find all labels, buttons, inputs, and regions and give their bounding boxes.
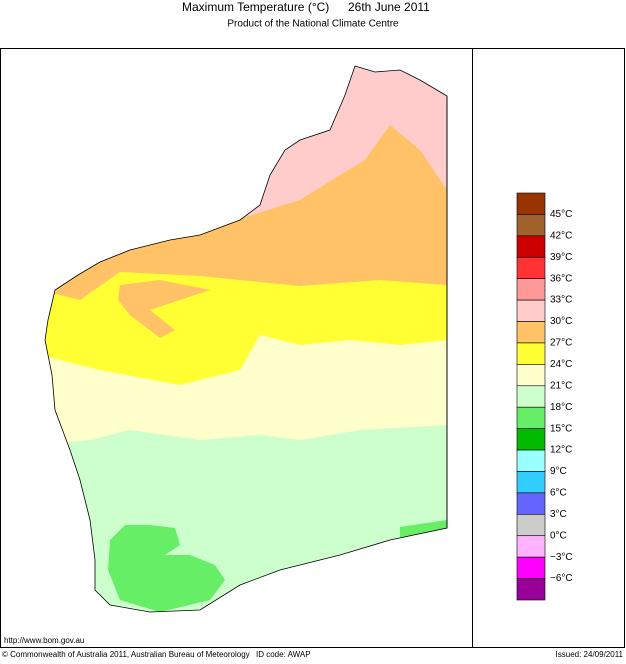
zone-15-18 [108,525,225,612]
legend-swatch [516,428,546,451]
legend-label: 12°C [550,445,572,456]
legend-label: 6°C [550,488,567,499]
legend-label: 42°C [550,230,572,241]
legend-swatch [516,299,546,322]
footer-issued: Issued: 24/09/2011 [556,650,624,659]
legend-label: 33°C [550,295,572,306]
legend-label: 18°C [550,402,572,413]
legend-label: 21°C [550,380,572,391]
zone-27-30-inlet [118,280,210,338]
footer-url: http://www.bom.gov.au [4,636,84,645]
legend: 45°C 42°C 39°C 36°C 33°C 30°C 27°C 24°C 21°C 18°C… [516,192,573,601]
date: 26th June 2011 [348,0,430,14]
legend-swatch [516,385,546,408]
legend-label: 24°C [550,359,572,370]
legend-swatch [516,256,546,279]
legend-swatch [516,278,546,301]
legend-swatch [516,406,546,429]
legend-swatch [516,364,546,387]
temperature-map [45,66,447,612]
title: Maximum Temperature (°C) [182,0,329,14]
legend-label: 39°C [550,252,572,263]
legend-label: −6°C [550,573,573,584]
zone-18-21 [45,425,447,612]
coastline [44,65,448,613]
legend-swatch [516,514,546,537]
footer-id: ID code: AWAP [256,650,311,659]
legend-label: 27°C [550,338,572,349]
legend-label: 30°C [550,316,572,327]
legend-swatch [516,578,546,601]
footer-copyright: © Commonwealth of Australia 2011, Austra… [2,650,250,659]
legend-swatch [516,556,546,579]
legend-label: 0°C [550,530,567,541]
legend-label: 3°C [550,509,567,520]
legend-label: 36°C [550,273,572,284]
legend-swatch [516,342,546,365]
subtitle: Product of the National Climate Centre [227,19,399,30]
legend-swatch [516,449,546,472]
frame [0,48,625,648]
legend-swatch [516,235,546,258]
legend-label: 9°C [550,466,567,477]
legend-swatch [516,321,546,344]
legend-label: 15°C [550,423,572,434]
legend-swatch [516,192,546,215]
legend-swatch [516,214,546,237]
legend-swatch [516,471,546,494]
legend-label: −3°C [550,552,573,563]
legend-swatch [516,535,546,558]
legend-label: 45°C [550,209,572,220]
legend-swatch [516,492,546,515]
